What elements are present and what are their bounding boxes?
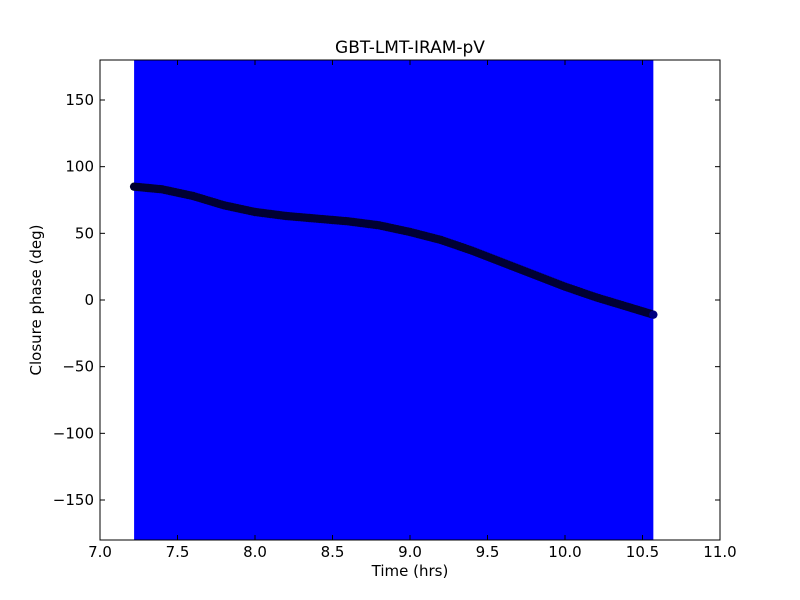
x-tick-label: 9.0 [398, 543, 422, 561]
y-tick-label: 0 [84, 291, 94, 309]
data-point [649, 310, 658, 319]
error-band-layer [134, 60, 654, 540]
data-points-layer [129, 182, 658, 319]
y-tick-label: −100 [53, 424, 94, 442]
y-axis-ticks: −150 −100 −50 0 50 100 150 [53, 91, 720, 509]
y-tick-label: −150 [53, 491, 94, 509]
x-tick-label: 8.5 [321, 543, 345, 561]
y-tick-label: −50 [62, 358, 94, 376]
x-tick-label: 9.5 [476, 543, 500, 561]
error-band [134, 60, 654, 540]
y-axis-label: Closure phase (deg) [27, 225, 45, 376]
x-tick-label: 10.0 [548, 543, 581, 561]
x-axis-label: Time (hrs) [371, 562, 449, 580]
y-tick-label: 50 [75, 224, 94, 242]
x-axis-ticks: 7.0 7.5 8.0 8.5 9.0 9.5 10.0 10.5 11.0 [88, 60, 737, 561]
x-tick-label: 8.0 [243, 543, 267, 561]
plot-area [99, 59, 721, 541]
y-tick-label: 100 [65, 158, 94, 176]
chart-title: GBT-LMT-IRAM-pV [335, 38, 485, 58]
y-tick-label: 150 [65, 91, 94, 109]
x-tick-label: 7.5 [166, 543, 190, 561]
x-tick-label: 7.0 [88, 543, 112, 561]
x-tick-label: 11.0 [703, 543, 736, 561]
x-tick-label: 10.5 [626, 543, 659, 561]
